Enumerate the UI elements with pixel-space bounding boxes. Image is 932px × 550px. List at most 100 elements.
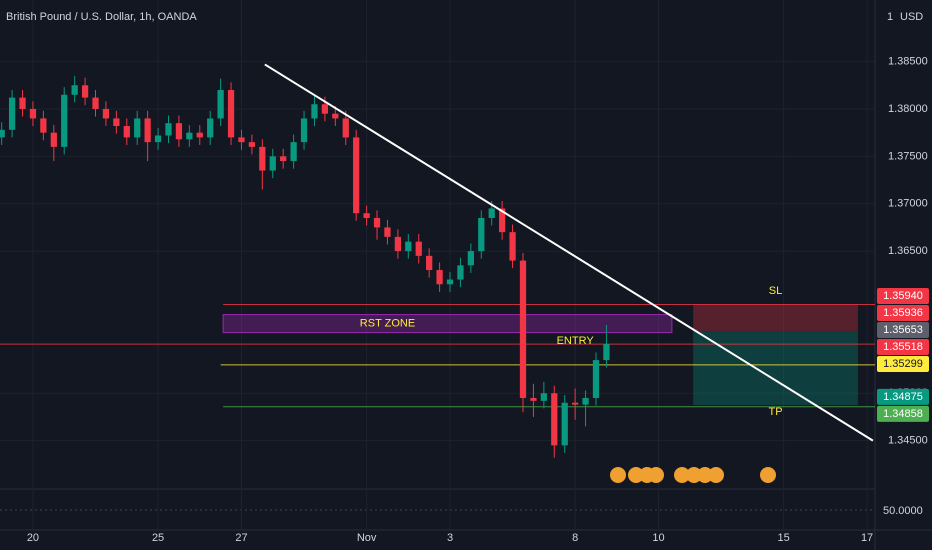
price-tag-label: 1.34875 — [883, 391, 923, 403]
candle-body — [92, 97, 99, 109]
candle-body — [196, 132, 203, 138]
candle-body — [551, 393, 558, 446]
candle-body — [259, 146, 266, 171]
x-tick-label: 15 — [778, 532, 790, 544]
rst-zone — [222, 314, 673, 334]
trendline — [264, 63, 874, 442]
candle-body — [394, 236, 402, 252]
price-tag — [877, 288, 929, 305]
grid — [0, 0, 875, 530]
candle-body — [102, 108, 110, 119]
y-tick-label: 1.37500 — [888, 150, 928, 162]
candle-body — [217, 90, 224, 119]
candle-body — [175, 123, 183, 140]
candle-body — [61, 94, 68, 147]
price-tag-label: 1.35299 — [883, 358, 923, 370]
price-tag — [877, 339, 929, 356]
event-icon — [686, 467, 702, 483]
price-tag — [877, 356, 929, 373]
candle-body — [572, 402, 579, 405]
entry-label: ENTRY — [557, 335, 595, 347]
candle-body — [269, 156, 276, 171]
candle-body — [342, 118, 349, 138]
event-icon — [760, 467, 776, 483]
candle-body — [457, 265, 464, 280]
candle-body — [300, 118, 308, 143]
candle-body — [248, 142, 256, 147]
y-tick-label: 1.36500 — [888, 245, 928, 257]
candle-body — [29, 108, 37, 119]
target-zone — [693, 331, 858, 406]
price-tag-label: 1.34858 — [883, 408, 923, 420]
price-tag — [877, 388, 929, 405]
candle-body — [290, 142, 297, 162]
x-tick-label: 27 — [235, 532, 247, 544]
candle-body — [509, 232, 516, 261]
candle-body — [71, 85, 78, 95]
x-tick-label: 3 — [447, 532, 453, 544]
price-tag — [877, 305, 929, 322]
candle-body — [165, 123, 172, 136]
candle-body — [227, 90, 235, 138]
candle-body — [603, 343, 610, 361]
x-tick-label: 20 — [27, 532, 39, 544]
candle-body — [8, 97, 16, 130]
candle-body — [113, 118, 120, 127]
price-tag-label: 1.35936 — [883, 307, 923, 319]
candle-body — [154, 135, 162, 143]
x-tick-label: 17 — [861, 532, 873, 544]
price-tag — [877, 405, 929, 422]
candle-body — [436, 270, 443, 285]
candle-body — [134, 118, 141, 138]
event-icon — [697, 467, 713, 483]
x-tick-label: 25 — [152, 532, 164, 544]
candle-body — [144, 118, 151, 143]
scale-label: 1 — [887, 11, 893, 23]
y-tick-label: 1.34500 — [888, 435, 928, 447]
event-icons — [610, 467, 776, 483]
candle-body — [19, 97, 26, 109]
candle-body — [405, 241, 412, 252]
candle-body — [519, 260, 527, 398]
price-tag-label: 1.35653 — [883, 324, 923, 336]
candle-body — [384, 227, 391, 237]
candle-body — [207, 118, 214, 138]
candle-body — [311, 104, 318, 119]
event-icon — [674, 467, 690, 483]
y-tick-label: 1.37000 — [888, 198, 928, 210]
candle-body — [446, 279, 454, 285]
event-icon — [628, 467, 644, 483]
event-icon — [648, 467, 664, 483]
price-tag-label: 1.35518 — [883, 341, 923, 353]
event-icon — [708, 467, 724, 483]
candle-body — [186, 132, 193, 140]
candle-body — [321, 104, 329, 114]
candle-body — [353, 137, 360, 214]
candle-body — [332, 113, 339, 119]
x-tick-label: Nov — [357, 532, 377, 544]
candle-body — [415, 241, 422, 256]
candle-body — [478, 217, 485, 252]
currency-label: USD — [900, 11, 923, 23]
stop-label: SL — [769, 285, 782, 297]
candle-body — [592, 360, 600, 398]
target-label: TP — [768, 406, 782, 418]
price-tag — [877, 322, 929, 339]
candle-body — [0, 129, 5, 138]
candle-body — [280, 156, 287, 162]
candle-body — [363, 213, 370, 218]
x-tick-label: 10 — [652, 532, 664, 544]
candle-body — [467, 251, 474, 266]
candle-body — [561, 402, 568, 446]
candle-body — [488, 208, 495, 218]
candle-body — [582, 397, 589, 405]
x-tick-label: 8 — [572, 532, 578, 544]
plot — [0, 63, 875, 458]
zone-label: RST ZONE — [360, 318, 415, 330]
lower-pane-label: 50.0000 — [883, 505, 923, 517]
candle-body — [81, 85, 89, 98]
price-tag-label: 1.35940 — [883, 290, 923, 302]
